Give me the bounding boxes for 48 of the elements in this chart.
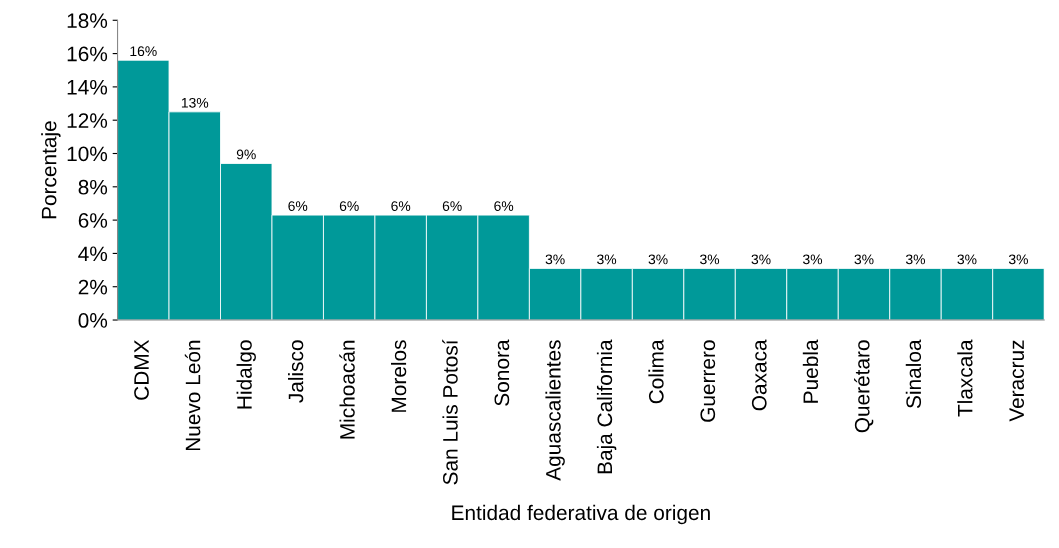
y-tick-label: 12% [67,113,108,128]
data-label: 3% [597,254,617,265]
data-label: 6% [494,201,514,211]
x-tick-label: Veracruz [1009,340,1025,422]
x-tick-label: Hidalgo [236,340,256,409]
x-tick-label: Sonora [494,339,510,406]
y-tick-label: 4% [78,246,108,262]
data-label: 6% [339,201,359,211]
data-label: 3% [648,254,668,265]
x-tick-label: Puebla [802,339,819,403]
data-label: 3% [957,254,977,265]
data-label: 3% [751,254,771,265]
x-tick-label: Tlaxcala [957,339,973,417]
x-tick-label: Jalisco [288,340,304,403]
x-tick-label: Baja California [596,339,617,474]
y-tick-label: 16% [67,46,108,62]
data-label: 6% [391,201,411,211]
x-tick-label: CDMX [134,339,149,400]
data-label: 3% [854,254,874,265]
data-label: 3% [905,254,926,265]
data-label: 3% [700,254,720,265]
x-tick-label: Michoacán [339,340,355,439]
data-label: 6% [442,201,462,211]
y-axis-title: Porcentaje [41,121,61,219]
data-label: 3% [1008,254,1028,265]
data-label: 6% [288,201,308,211]
y-tick-label: 14% [67,79,108,95]
y-tick-label: 18% [67,13,108,29]
x-tick-label: San Luis Potosí [442,339,458,485]
x-tick-label: Oaxaca [751,339,767,411]
x-tick-label: Morelos [390,340,407,412]
data-label: 13% [181,97,209,108]
x-tick-label: Nuevo León [184,340,201,451]
x-tick-label: Guerrero [700,340,716,422]
data-label: 16% [130,46,157,57]
x-axis-title: Entidad federativa de origen [452,504,710,525]
x-tick-label: Aguascalientes [545,340,565,481]
y-tick-label: 0% [78,313,108,328]
y-tick-label: 2% [78,279,108,295]
x-tick-label: Querétaro [854,340,874,433]
x-tick-label: Sinaloa [905,339,922,409]
y-tick-label: 10% [67,146,108,162]
data-label: 9% [236,149,256,160]
y-tick-label: 6% [78,213,108,228]
data-label: 3% [803,254,823,265]
data-label: 3% [545,254,565,265]
x-tick-label: Colima [648,339,664,404]
y-tick-label: 8% [78,179,108,195]
